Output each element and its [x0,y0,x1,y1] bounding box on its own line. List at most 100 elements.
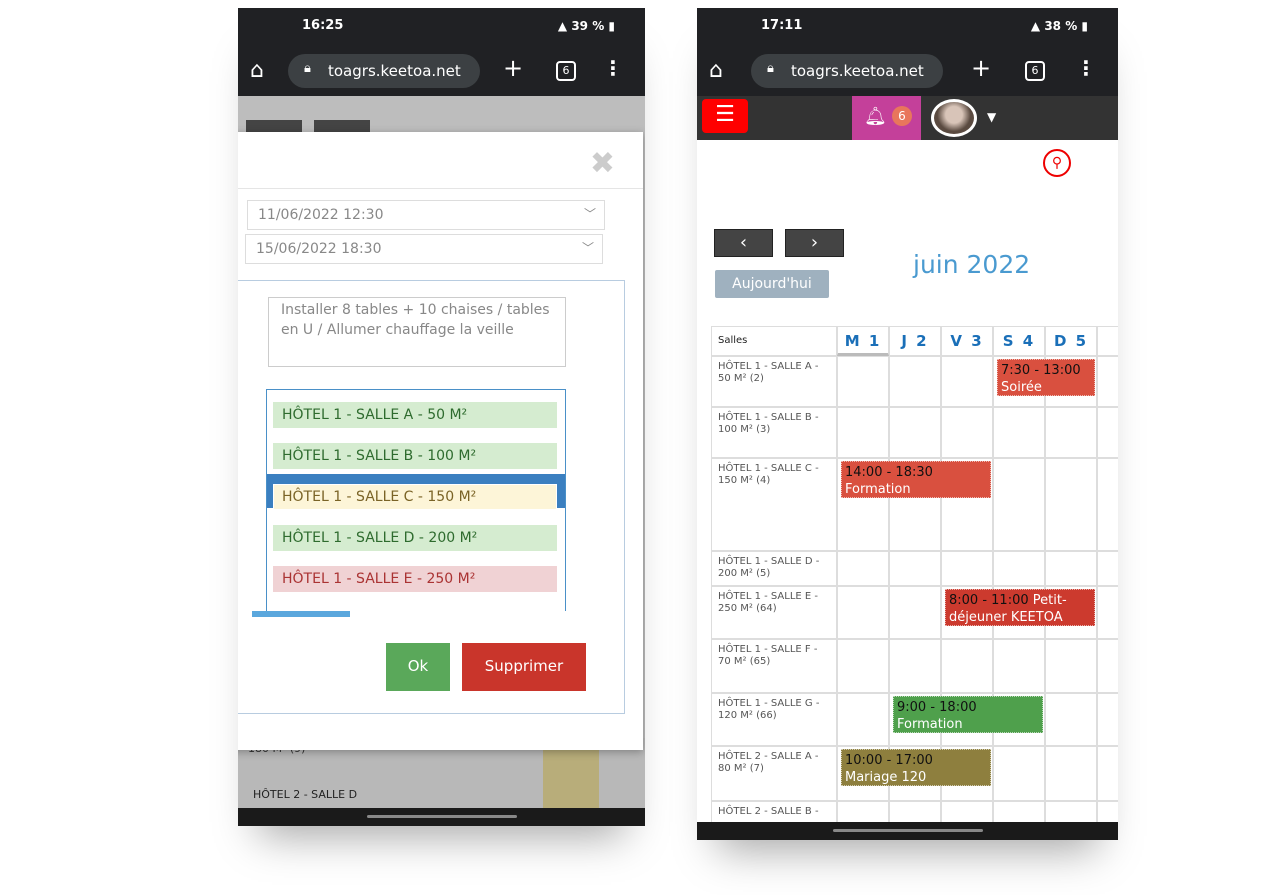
calendar-cell[interactable] [941,551,993,586]
next-button[interactable]: › [785,229,844,257]
clock: 16:25 [302,18,344,33]
ok-button[interactable]: Ok [386,643,450,691]
day-header[interactable]: L [1097,326,1118,356]
home-gesture-bar[interactable] [366,815,517,818]
calendar-cell[interactable] [1097,356,1118,407]
new-tab-icon[interactable]: + [503,54,524,82]
calendar-event[interactable]: 8:00 - 11:00 Petit-déjeuner KEETOA [945,589,1095,626]
calendar-cell[interactable] [837,586,889,639]
calendar-cell[interactable] [941,407,993,458]
notes-textarea[interactable]: Installer 8 tables + 10 chaises / tables… [268,297,566,367]
calendar-cell[interactable] [1045,746,1097,801]
delete-button[interactable]: Supprimer [462,643,586,691]
calendar-cell[interactable] [1097,551,1118,586]
event-time: 14:00 - 18:30 [845,465,933,480]
more-menu-icon[interactable]: ⋮ [1076,56,1096,80]
month-title: juin 2022 [913,250,1031,279]
app-header: ☰ 🔔︎ 6 ▼ [697,96,1118,140]
calendar-cell[interactable] [1045,551,1097,586]
calendar-cell[interactable] [889,551,941,586]
calendar-cell[interactable] [1097,639,1118,693]
calendar-cell[interactable] [837,551,889,586]
tab-switcher-button[interactable]: 6 [1025,61,1045,81]
calendar-cell[interactable] [1045,407,1097,458]
room-label: HÔTEL 2 - SALLE A - 80 M² (7) [711,746,837,801]
tab-switcher-button[interactable]: 6 [556,61,576,81]
day-header[interactable]: D 5 [1045,326,1097,356]
start-datetime-select[interactable]: 11/06/2022 12:30 ﹀ [247,200,605,230]
calendar-cell[interactable] [993,746,1045,801]
calendar-cell[interactable] [1097,407,1118,458]
more-menu-icon[interactable]: ⋮ [603,56,623,80]
day-header[interactable]: J 2 [889,326,941,356]
hamburger-menu-button[interactable]: ☰ [702,99,748,133]
background-row-label: HÔTEL 2 - SALLE D [253,788,358,801]
home-icon[interactable]: ⌂ [250,58,264,83]
event-time: 7:30 - 13:00 [1001,363,1081,378]
calendar-event[interactable]: 7:30 - 13:00 Soirée [997,359,1095,396]
calendar-cell[interactable] [1097,693,1118,746]
calendar-cell[interactable] [941,639,993,693]
today-button[interactable]: Aujourd'hui [715,270,829,298]
event-time: 8:00 - 11:00 [949,593,1029,608]
end-datetime-select[interactable]: 15/06/2022 18:30 ﹀ [245,234,603,264]
calendar-cell[interactable] [993,639,1045,693]
room-select-list[interactable]: HÔTEL 1 - SALLE A - 50 M² HÔTEL 1 - SALLE… [266,389,566,611]
home-gesture-bar[interactable] [832,829,983,832]
caret-down-icon[interactable]: ▼ [987,110,997,124]
room-option[interactable]: HÔTEL 1 - SALLE C - 150 M² [273,484,557,510]
room-label: HÔTEL 1 - SALLE C - 150 M² (4) [711,458,837,551]
browser-toolbar: ⌂ 🔒︎ toagrs.keetoa.net + 6 ⋮ [238,48,645,96]
calendar-cell[interactable] [837,639,889,693]
calendar-event[interactable]: 10:00 - 17:00 Mariage 120 [841,749,991,786]
day-header[interactable]: S 4 [993,326,1045,356]
calendar-event[interactable]: 9:00 - 18:00 Formation [893,696,1043,733]
calendar-cell[interactable] [889,407,941,458]
prev-button[interactable]: ‹ [714,229,773,257]
day-header[interactable]: V 3 [941,326,993,356]
new-tab-icon[interactable]: + [971,54,992,82]
close-icon[interactable]: ✖ [589,146,615,181]
calendar-cell[interactable] [993,407,1045,458]
status-bar: 16:25 ▲ 39 % ▮ [238,8,645,48]
calendar-cell[interactable] [1097,746,1118,801]
lock-icon: 🔒︎ [767,61,774,76]
event-time: 9:00 - 18:00 [897,700,977,715]
calendar-cell[interactable] [1045,458,1097,551]
calendar-cell[interactable] [889,639,941,693]
address-bar[interactable]: 🔒︎ toagrs.keetoa.net [751,54,943,88]
calendar-cell[interactable] [837,693,889,746]
search-icon: ⚲ [1051,155,1063,171]
room-option[interactable]: HÔTEL 1 - SALLE E - 250 M² [273,566,557,592]
calendar-cell[interactable] [941,356,993,407]
room-option[interactable]: HÔTEL 1 - SALLE D - 200 M² [273,525,557,551]
calendar-cell[interactable] [837,356,889,407]
room-label: HÔTEL 1 - SALLE A - 50 M² (2) [711,356,837,407]
calendar-cell[interactable] [993,551,1045,586]
room-option[interactable]: HÔTEL 1 - SALLE A - 50 M² [273,402,557,428]
divider [238,188,643,189]
battery-level: ▲ 39 % ▮ [557,19,615,33]
calendar-cell[interactable] [993,458,1045,551]
home-icon[interactable]: ⌂ [709,58,723,83]
search-button[interactable]: ⚲ [1043,149,1071,177]
day-header[interactable]: M 1 [837,326,889,356]
calendar-cell[interactable] [1097,458,1118,551]
calendar-cell[interactable] [1097,586,1118,639]
list-scrollbar[interactable] [252,611,350,617]
calendar-cell[interactable] [889,586,941,639]
room-option[interactable]: HÔTEL 1 - SALLE B - 100 M² [273,443,557,469]
background-prev-button [246,120,302,134]
calendar-event[interactable]: 14:00 - 18:30 Formation [841,461,991,498]
event-title: Petit-déjeuner KEETOA [949,593,1067,625]
avatar[interactable] [931,99,977,137]
bell-icon: 🔔︎ [864,106,887,127]
calendar-cell[interactable] [837,407,889,458]
system-nav-bar [238,808,645,826]
address-bar[interactable]: 🔒︎ toagrs.keetoa.net [288,54,480,88]
calendar-cell[interactable] [889,356,941,407]
notifications-button[interactable]: 🔔︎ 6 [852,96,921,140]
calendar-cell[interactable] [1045,639,1097,693]
calendar-cell[interactable] [1045,693,1097,746]
system-nav-bar [697,822,1118,840]
